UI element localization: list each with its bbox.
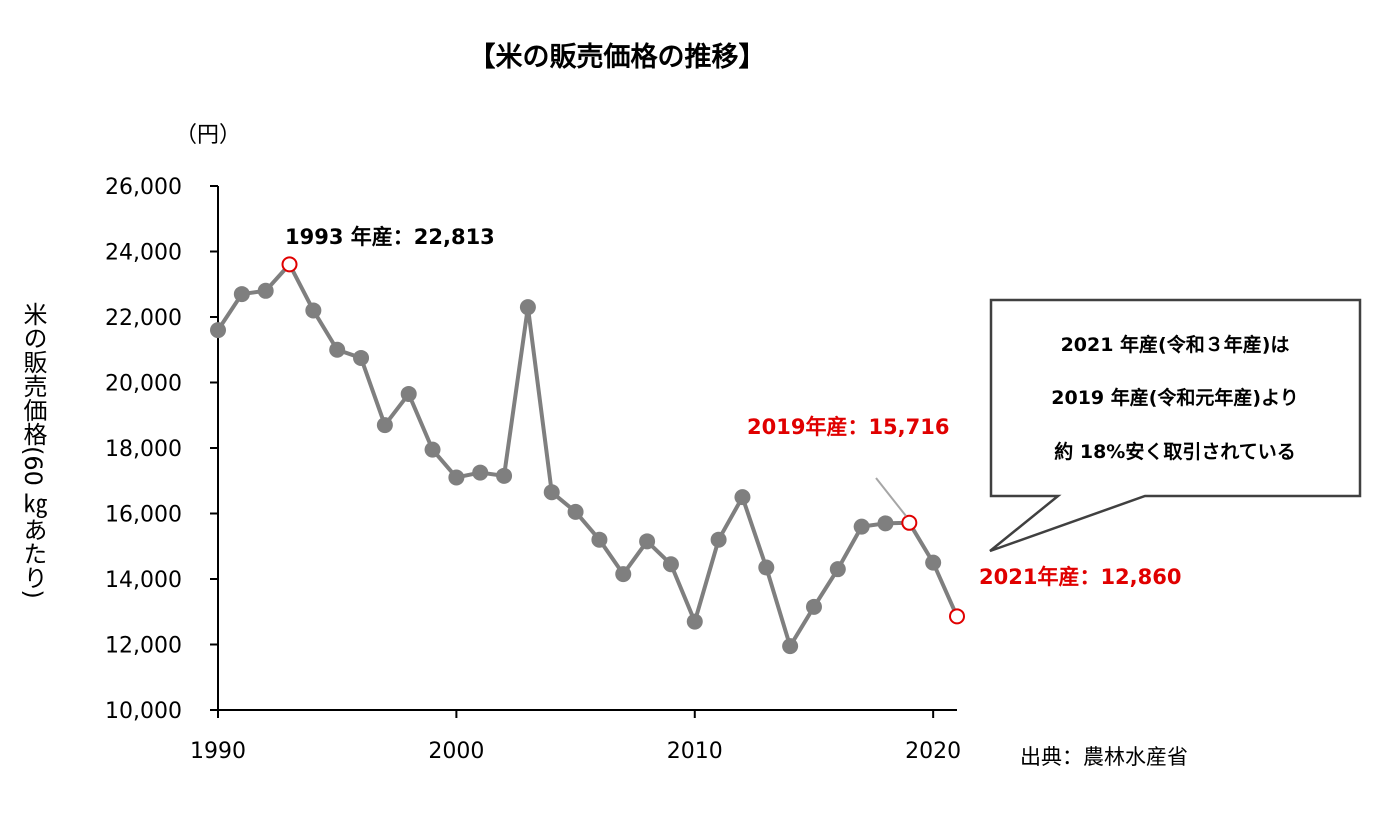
- y-tick-label: 12,000: [105, 634, 182, 659]
- data-point: [591, 531, 608, 548]
- y-tick-label: 24,000: [105, 241, 182, 266]
- y-tick-label: 10,000: [105, 699, 182, 724]
- callout-line-2: 2019 年産(令和元年産)より: [1051, 386, 1298, 409]
- callout-box: [989, 298, 1362, 553]
- x-tick-label: 2020: [905, 739, 961, 764]
- x-tick-label: 1990: [190, 739, 246, 764]
- data-point: [686, 613, 703, 630]
- source-note: 出典：農林水産省: [1020, 745, 1188, 769]
- data-point: [925, 554, 942, 571]
- data-point: [615, 566, 632, 583]
- data-point: [710, 531, 727, 548]
- data-point: [734, 489, 751, 506]
- x-tick-label: 2010: [667, 739, 723, 764]
- x-ticks: 1990 2000 2010 2020: [190, 710, 961, 764]
- data-point: [496, 467, 513, 484]
- y-axis-label: 米の販売価格(60 ㎏あたり): [19, 302, 47, 599]
- y-tick-label: 18,000: [105, 437, 182, 462]
- data-point: [448, 469, 465, 486]
- y-tick-label: 16,000: [105, 503, 182, 528]
- data-point: [567, 503, 584, 520]
- y-tick-label: 22,000: [105, 306, 182, 331]
- data-point: [829, 561, 846, 578]
- series-line: [216, 262, 959, 649]
- y-ticks: 10,000 12,000 14,000 16,000 18,000 20,000 22,0…: [105, 175, 218, 724]
- data-point: [519, 299, 536, 316]
- data-point: [353, 349, 370, 366]
- data-point: [662, 556, 679, 573]
- data-point: [210, 322, 226, 339]
- y-tick-label: 20,000: [105, 372, 182, 397]
- data-point: [853, 518, 870, 535]
- data-point: [758, 559, 775, 576]
- x-tick-label: 2000: [428, 739, 484, 764]
- data-point: [233, 286, 250, 303]
- callout-line-3: 約 18%安く取引されている: [1054, 440, 1296, 463]
- highlight-markers: [281, 256, 965, 625]
- data-point: [805, 598, 822, 615]
- annotation-2019-leader: [875, 477, 907, 517]
- highlight-point: [949, 608, 965, 625]
- y-tick-label: 26,000: [105, 175, 182, 200]
- series-points: [210, 282, 942, 655]
- data-point: [639, 533, 656, 550]
- highlight-point: [281, 256, 298, 273]
- annotation-2021: 2021年産：12,860: [979, 565, 1181, 589]
- data-point: [424, 441, 441, 458]
- chart-title: 【米の販売価格の推移】: [469, 42, 766, 73]
- data-point: [376, 417, 393, 434]
- data-point: [472, 464, 489, 481]
- data-point: [329, 341, 346, 358]
- data-point: [400, 385, 417, 402]
- data-point: [257, 282, 274, 299]
- annotation-1993: 1993 年産：22,813: [285, 225, 495, 249]
- data-point: [877, 515, 894, 532]
- y-unit-label: （円）: [175, 123, 241, 148]
- data-point: [782, 638, 799, 655]
- data-point: [543, 484, 560, 501]
- highlight-point: [901, 514, 918, 531]
- data-point: [305, 302, 322, 319]
- callout-line-1: 2021 年産(令和３年産)は: [1061, 333, 1290, 356]
- annotation-2019: 2019年産：15,716: [747, 415, 949, 439]
- y-tick-label: 14,000: [105, 568, 182, 593]
